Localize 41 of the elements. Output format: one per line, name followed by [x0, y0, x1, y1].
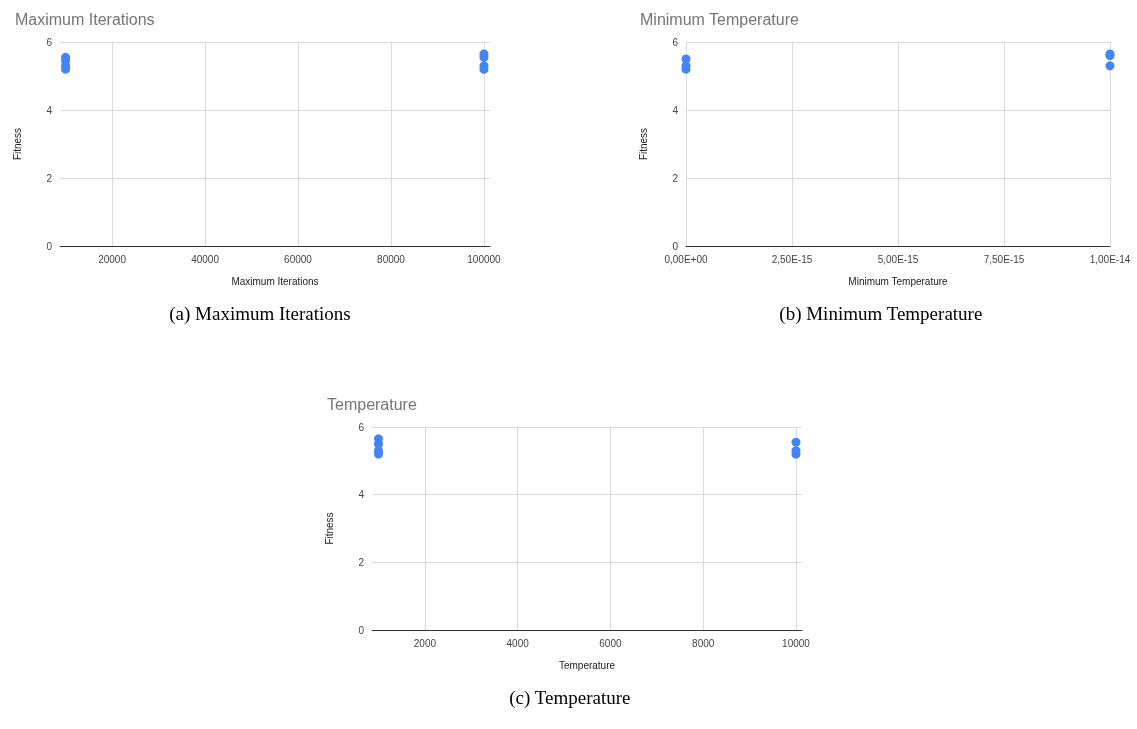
x-tick-label: 8000: [692, 637, 715, 649]
y-axis-title: Fitness: [11, 127, 23, 161]
x-tick-label: 5,00E-15: [877, 253, 919, 265]
x-tick-label: 1,00E-14: [1089, 253, 1131, 265]
x-tick-label: 80000: [377, 253, 406, 265]
x-axis-title: Maximum Iterations: [231, 275, 319, 287]
chart-title: Maximum Iterations: [15, 10, 155, 28]
y-tick-label: 0: [672, 240, 679, 252]
text: (a) Maximum Iterations: [169, 303, 351, 325]
y-axis-title: Fitness: [637, 127, 649, 161]
y-tick-label: 6: [672, 36, 679, 48]
y-tick-label: 4: [358, 489, 365, 501]
x-tick-label: 2,50E-15: [771, 253, 813, 265]
text: (c) Temperature: [509, 687, 631, 709]
x-tick-label: 2000: [413, 637, 437, 649]
x-tick-label: 4000: [506, 637, 530, 649]
chart-title: Temperature: [327, 395, 417, 413]
x-tick-label: 20000: [98, 253, 127, 265]
y-tick-label: 2: [46, 172, 53, 184]
y-tick-label: 2: [672, 172, 679, 184]
text: (b) Minimum Temperature: [779, 303, 983, 325]
x-tick-label: 40000: [191, 253, 220, 265]
y-axis-title: Fitness: [323, 512, 335, 545]
x-tick-label: 7,50E-15: [983, 253, 1025, 265]
y-tick-label: 0: [46, 240, 53, 252]
x-axis-title: Temperature: [558, 659, 616, 671]
x-tick-label: 60000: [284, 253, 313, 265]
y-tick-label: 6: [46, 36, 53, 48]
y-tick-label: 2: [358, 556, 365, 568]
y-tick-label: 4: [46, 104, 53, 116]
chart-title: Minimum Temperature: [640, 10, 799, 28]
point: [1105, 61, 1115, 71]
x-axis-title: Minimum Temperature: [848, 275, 949, 287]
y-tick-label: 4: [672, 104, 679, 116]
y-tick-label: 6: [358, 421, 365, 433]
point: [791, 437, 801, 447]
x-tick-label: 6000: [599, 637, 622, 649]
x-tick-label: 10000: [782, 637, 811, 649]
x-tick-label: 0,00E+00: [664, 253, 708, 265]
y-tick-label: 0: [358, 624, 365, 636]
x-tick-label: 100000: [467, 253, 502, 265]
